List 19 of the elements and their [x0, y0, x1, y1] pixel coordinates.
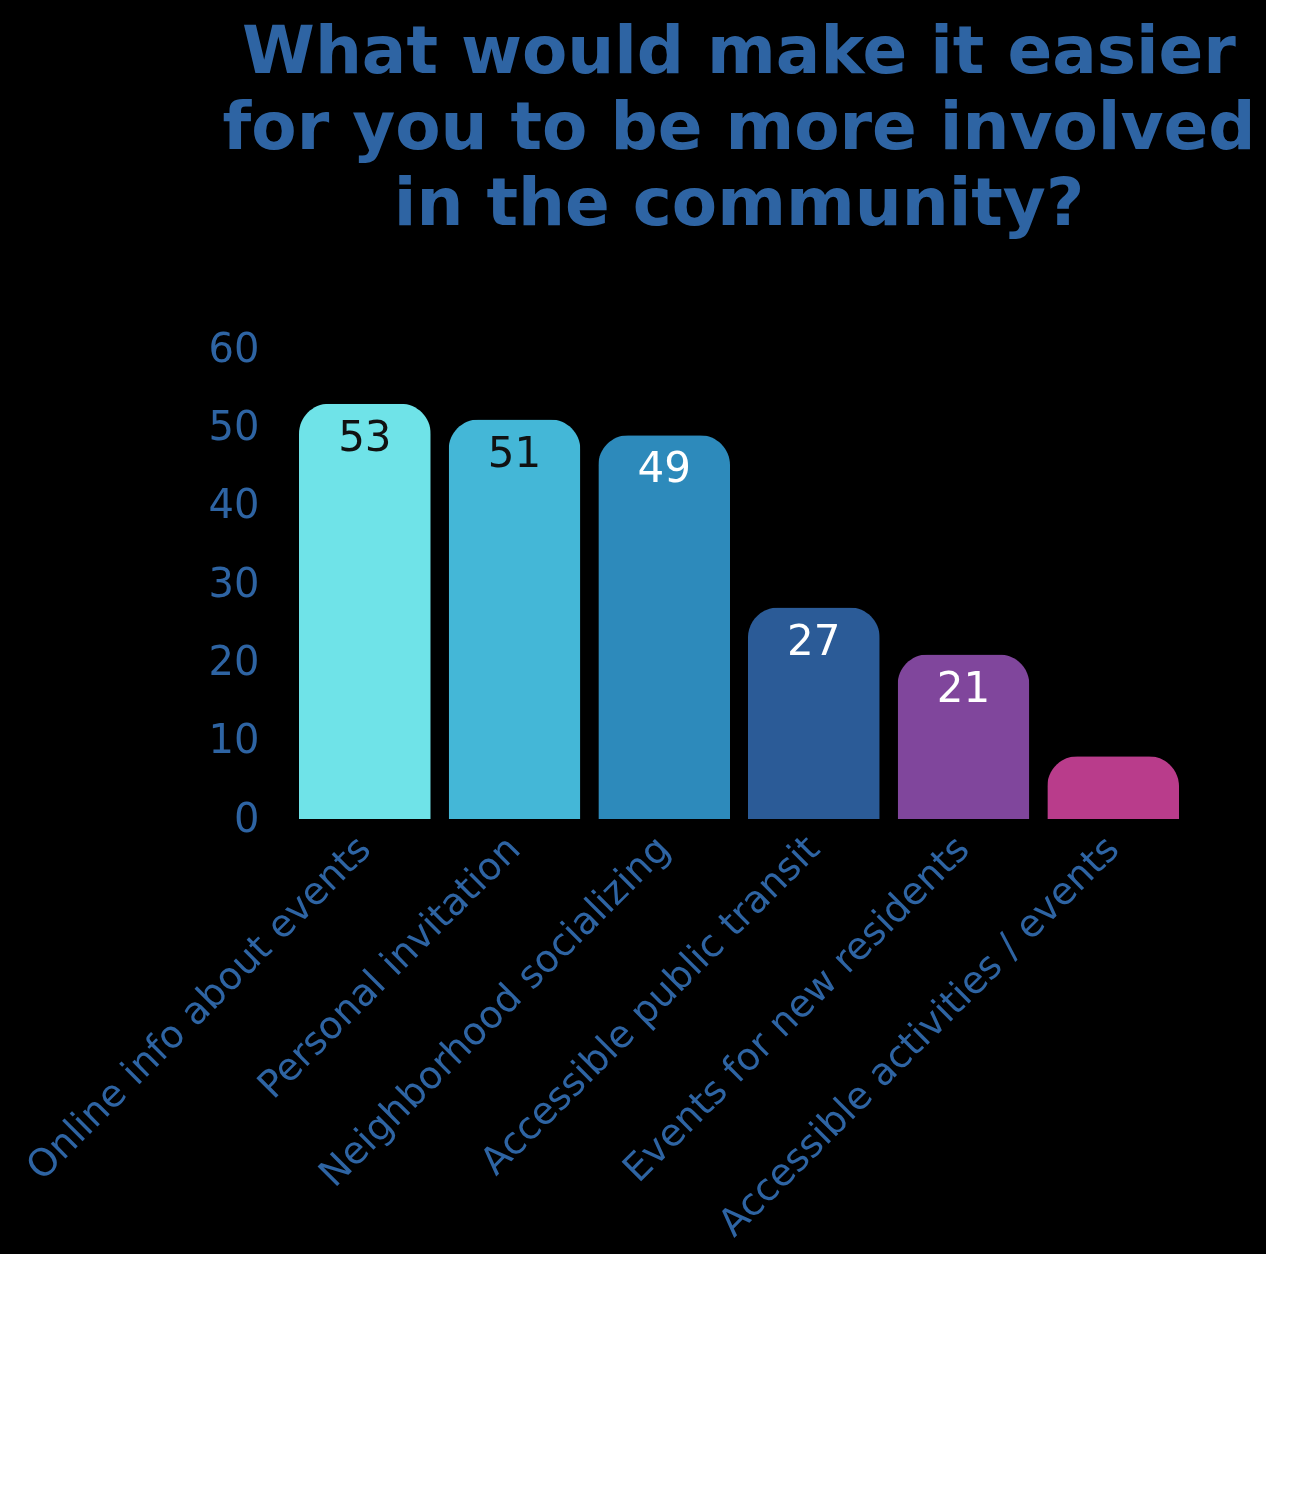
bar — [299, 403, 431, 819]
y-tick-label: 20 — [208, 637, 260, 684]
y-tick-label: 40 — [208, 481, 260, 528]
data-label: 53 — [338, 411, 392, 461]
y-tick-label: 30 — [208, 559, 260, 606]
y-tick-label: 10 — [208, 716, 260, 763]
bar — [897, 654, 1030, 819]
data-label: 21 — [936, 662, 991, 712]
y-tick-label: 0 — [234, 794, 260, 841]
bar — [747, 607, 880, 819]
bar — [1047, 756, 1179, 819]
chart-title: What would make it easier for you to be more involved in the community? — [222, 12, 1256, 241]
data-label: 49 — [637, 443, 691, 493]
y-tick-label: 50 — [208, 402, 260, 449]
data-label: 51 — [487, 427, 542, 477]
y-tick-label: 60 — [208, 324, 260, 371]
bar — [448, 419, 581, 819]
bar — [598, 435, 731, 819]
data-label: 27 — [787, 615, 841, 665]
